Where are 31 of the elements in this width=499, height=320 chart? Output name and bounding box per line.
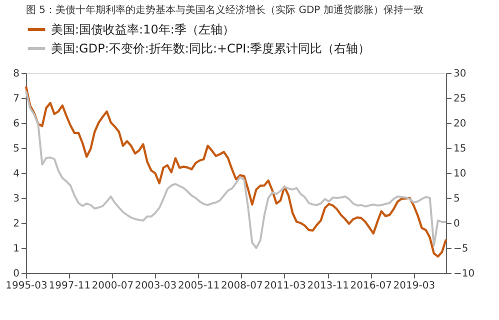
y2-tick-label: −10 — [454, 268, 475, 280]
x-tick-label: 2011-03 — [264, 280, 306, 292]
y2-tick-label: 0 — [454, 218, 460, 230]
chart-title: 图 5：美债十年期利率的走势基本与美国名义经济增长（实际 GDP 加通货膨胀）保持一致 — [26, 4, 424, 16]
y-tick-label: 3 — [13, 194, 20, 204]
y2-tick-label: −5 — [454, 244, 468, 254]
y-tick-label: 5 — [13, 144, 20, 154]
y-tick-label: 6 — [13, 118, 20, 130]
y-tick-label: 4 — [13, 168, 20, 180]
y2-tick-label: 10 — [454, 168, 466, 180]
legend-label: 美国:国债收益率:10年:季（左轴） — [51, 22, 234, 36]
y2-tick-label: 15 — [454, 144, 466, 154]
x-tick-label: 1995-03 — [6, 280, 48, 292]
x-tick-label: 2019-03 — [393, 280, 436, 292]
x-tick-label: 1997-11 — [48, 280, 91, 292]
x-tick-label: 2005-11 — [178, 280, 220, 292]
y-tick-label: 1 — [13, 244, 20, 254]
x-tick-label: 2000-07 — [92, 280, 134, 292]
y-tick-label: 2 — [13, 218, 20, 230]
x-tick-label: 2003-03 — [134, 280, 177, 292]
x-tick-label: 2016-07 — [350, 280, 392, 292]
y2-tick-label: 20 — [454, 118, 466, 130]
y-tick-label: 0 — [13, 268, 20, 280]
x-tick-label: 2008-07 — [221, 280, 263, 292]
y2-tick-label: 30 — [454, 68, 466, 80]
y-tick-label: 8 — [13, 68, 20, 80]
x-tick-label: 2013-11 — [307, 280, 350, 292]
y2-tick-label: 25 — [454, 94, 466, 104]
y-tick-label: 7 — [13, 94, 20, 104]
y2-tick-label: 5 — [454, 194, 460, 204]
legend-label: 美国:GDP:不变价:折年数:同比:+CPI:季度累计同比（右轴） — [51, 42, 370, 56]
